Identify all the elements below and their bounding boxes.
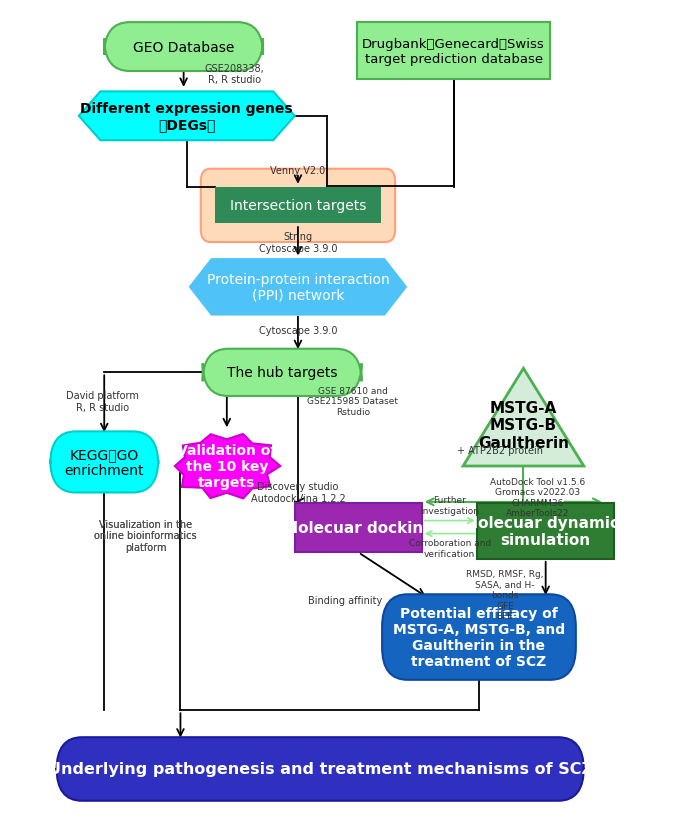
Bar: [357, 23, 551, 80]
Text: Binding affinity: Binding affinity: [308, 595, 383, 606]
Text: KEGG、GO
enrichment: KEGG、GO enrichment: [64, 447, 144, 477]
Text: Intersection targets: Intersection targets: [229, 199, 366, 213]
Text: Underlying pathogenesis and treatment mechanisms of SCZ: Underlying pathogenesis and treatment me…: [48, 762, 593, 776]
Text: Cytoscape 3.9.0: Cytoscape 3.9.0: [259, 326, 337, 336]
Bar: [295, 503, 422, 552]
Text: Visualization in the
online bioinformatics
platform: Visualization in the online bioinformati…: [95, 519, 197, 552]
Text: Molecuar dynamics
simulation: Molecuar dynamics simulation: [463, 515, 628, 548]
Polygon shape: [79, 93, 295, 141]
Text: The hub targets: The hub targets: [227, 366, 337, 380]
Text: GSE 87610 and
GSE215985 Dataset
Rstudio: GSE 87610 and GSE215985 Dataset Rstudio: [308, 387, 399, 416]
Text: GEO Database: GEO Database: [133, 40, 234, 55]
FancyBboxPatch shape: [57, 737, 584, 801]
Text: Corroboration and
verification: Corroboration and verification: [409, 539, 491, 559]
Polygon shape: [175, 434, 280, 499]
Text: Potential efficacy of
MSTG-A, MSTG-B, and
Gaultherin in the
treatment of SCZ: Potential efficacy of MSTG-A, MSTG-B, an…: [393, 606, 565, 668]
Text: + ATP2B2 protein: + ATP2B2 protein: [457, 446, 543, 455]
Text: Validation of
the 10 key
targets: Validation of the 10 key targets: [177, 443, 277, 490]
Polygon shape: [190, 260, 406, 315]
Text: Different expression genes
（DEGs）: Different expression genes （DEGs）: [80, 102, 293, 132]
Text: Venny V2.0: Venny V2.0: [271, 166, 325, 176]
Polygon shape: [463, 369, 584, 467]
Text: String
Cytoscape 3.9.0: String Cytoscape 3.9.0: [259, 232, 337, 254]
Bar: [215, 188, 381, 224]
Text: David platform
R, R studio: David platform R, R studio: [66, 391, 139, 412]
FancyBboxPatch shape: [203, 350, 362, 396]
FancyBboxPatch shape: [382, 595, 576, 680]
Text: RMSD, RMSF, Rg,
SASA, and H-
bonds
GFE
BFE: RMSD, RMSF, Rg, SASA, and H- bonds GFE B…: [466, 570, 544, 620]
Text: GSE208338,
R, R studio: GSE208338, R, R studio: [205, 64, 264, 85]
FancyBboxPatch shape: [104, 23, 263, 72]
Text: Drugbank、Genecard、Swiss
target prediction database: Drugbank、Genecard、Swiss target predictio…: [362, 38, 545, 66]
Text: Further
investigation: Further investigation: [421, 495, 479, 515]
FancyBboxPatch shape: [50, 432, 158, 493]
Text: Visualization in the
online bioinformatics
platform: Visualization in the online bioinformati…: [95, 519, 197, 552]
Bar: [477, 504, 614, 559]
Text: Discovery studio
AutodockVina 1.2.2: Discovery studio AutodockVina 1.2.2: [251, 482, 345, 503]
Text: AutoDock Tool v1.5.6
Gromacs v2022.03
CHARMM36
AmberTools22: AutoDock Tool v1.5.6 Gromacs v2022.03 CH…: [490, 477, 586, 518]
Text: MSTG-A
MSTG-B
Gaultherin: MSTG-A MSTG-B Gaultherin: [478, 400, 569, 450]
Text: Molecuar docking: Molecuar docking: [283, 520, 434, 535]
Text: Protein-protein interaction
(PPI) network: Protein-protein interaction (PPI) networ…: [207, 273, 389, 302]
FancyBboxPatch shape: [201, 170, 395, 242]
